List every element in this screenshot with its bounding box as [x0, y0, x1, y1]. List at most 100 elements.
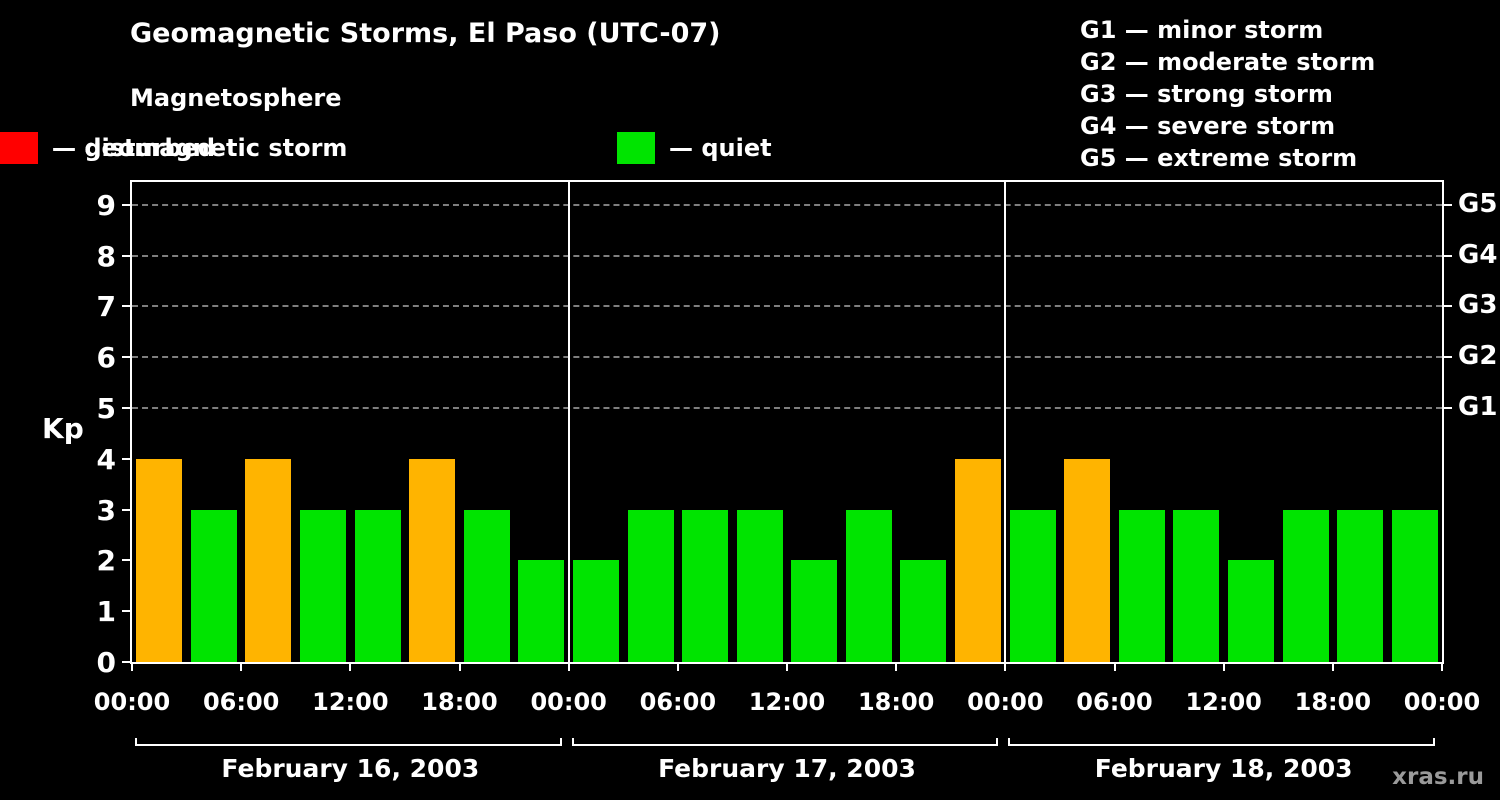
y-tick-label: 4 [96, 442, 116, 476]
kp-bar [245, 458, 292, 662]
kp-bar [1064, 458, 1111, 662]
x-tick [1331, 662, 1334, 671]
g5-definition: G5 — extreme storm [1080, 144, 1358, 172]
g-tick [1442, 407, 1452, 410]
y-tick [122, 610, 132, 613]
magnetosphere-label: Magnetosphere [130, 84, 342, 112]
kp-bar [300, 509, 347, 662]
g-label: G1 [1458, 392, 1498, 423]
g4-definition: G4 — severe storm [1080, 112, 1336, 140]
kp-bar [1282, 509, 1329, 662]
gridline [132, 305, 1442, 308]
y-tick [122, 508, 132, 511]
kp-bar [682, 509, 729, 662]
x-tick-label: 06:00 [639, 688, 717, 716]
g-label: G2 [1458, 341, 1498, 372]
day-bracket [1008, 738, 1435, 746]
y-tick [122, 254, 132, 257]
kp-bar [190, 509, 237, 662]
y-tick [122, 457, 132, 460]
g1-definition: G1 — minor storm [1080, 16, 1324, 44]
kp-bar [572, 560, 619, 662]
x-tick [458, 662, 461, 671]
x-tick-label: 06:00 [1076, 688, 1153, 716]
x-tick [895, 662, 898, 671]
x-tick-label: 12:00 [312, 688, 389, 716]
kp-bar [845, 509, 892, 662]
gridline [132, 356, 1442, 359]
x-tick-label: 00:00 [1403, 688, 1481, 716]
x-tick-label: 18:00 [421, 688, 498, 716]
x-tick-label: 06:00 [202, 688, 280, 716]
g-tick [1442, 356, 1452, 359]
storm-label: — geomagnetic storm [52, 134, 348, 162]
kp-bar [1391, 509, 1438, 662]
kp-bar [1009, 509, 1056, 662]
y-tick [122, 559, 132, 562]
y-tick-label: 7 [96, 290, 116, 324]
kp-bar [955, 458, 1002, 662]
y-tick-label: 0 [96, 646, 116, 679]
plot-area: 0 1 2 3 4 5 6 7 8 9 G1 G2 G3 G4 G5 00:00 06:00 12:00 18:00… [94, 180, 1497, 783]
y-tick [122, 305, 132, 308]
kp-bar [518, 560, 565, 662]
y-tick [122, 203, 132, 206]
day-label: February 18, 2003 [1094, 754, 1353, 783]
x-tick [1222, 662, 1225, 671]
y-tick [122, 356, 132, 359]
y-tick-label: 1 [96, 595, 116, 629]
g-label: G5 [1458, 188, 1498, 219]
gridline [132, 407, 1442, 410]
y-tick-label: 6 [96, 341, 116, 375]
x-tick [786, 662, 788, 671]
quiet-color-swatch [617, 132, 655, 164]
y-tick-label: 5 [96, 392, 116, 426]
gridline [132, 203, 1442, 206]
day-separator [1004, 182, 1007, 662]
kp-bar [1337, 509, 1384, 662]
legend-item-quiet: — quiet [617, 131, 772, 165]
kp-bar [736, 509, 783, 662]
kp-bar [354, 509, 401, 662]
y-tick-label: 8 [96, 239, 116, 273]
kp-bar [1173, 509, 1220, 662]
x-tick-label: 00:00 [967, 688, 1044, 716]
day-bracket [571, 738, 999, 746]
day-label: February 17, 2003 [658, 754, 916, 783]
x-tick-label: 00:00 [530, 688, 607, 716]
x-tick [676, 662, 679, 671]
kp-bar [1118, 509, 1165, 662]
kp-bar [627, 509, 674, 662]
x-tick [131, 662, 133, 671]
x-tick [567, 662, 570, 671]
y-tick [122, 661, 132, 663]
x-tick-label: 18:00 [1294, 688, 1372, 716]
x-tick-label: 18:00 [857, 688, 935, 716]
kp-bar [1227, 560, 1274, 662]
y-tick-label: 2 [96, 544, 116, 578]
g2-definition: G2 — moderate storm [1080, 48, 1376, 76]
kp-bar [136, 458, 183, 662]
g-tick [1442, 254, 1452, 257]
kp-bar [409, 458, 456, 662]
g3-definition: G3 — strong storm [1080, 80, 1333, 108]
disturbed-label: — disturbed [52, 134, 216, 162]
y-tick-label: 9 [96, 188, 116, 222]
chart-title: Geomagnetic Storms, El Paso (UTC-07) [130, 18, 721, 49]
watermark: xras.ru [1392, 764, 1484, 790]
y-tick [122, 407, 132, 410]
g-tick [1442, 203, 1452, 206]
x-tick [1004, 662, 1007, 671]
day-bracket [135, 738, 562, 746]
day-label: February 16, 2003 [221, 754, 480, 783]
legend-item-storm: — geomagnetic storm [0, 131, 347, 165]
g-tick [1442, 305, 1452, 308]
x-tick-label: 12:00 [1185, 688, 1262, 716]
kp-bar [791, 560, 838, 662]
y-axis-title: Kp [42, 412, 84, 445]
kp-bar [900, 560, 947, 662]
storm-color-swatch [0, 132, 38, 164]
quiet-label: — quiet [669, 134, 772, 162]
x-tick [1441, 662, 1443, 671]
